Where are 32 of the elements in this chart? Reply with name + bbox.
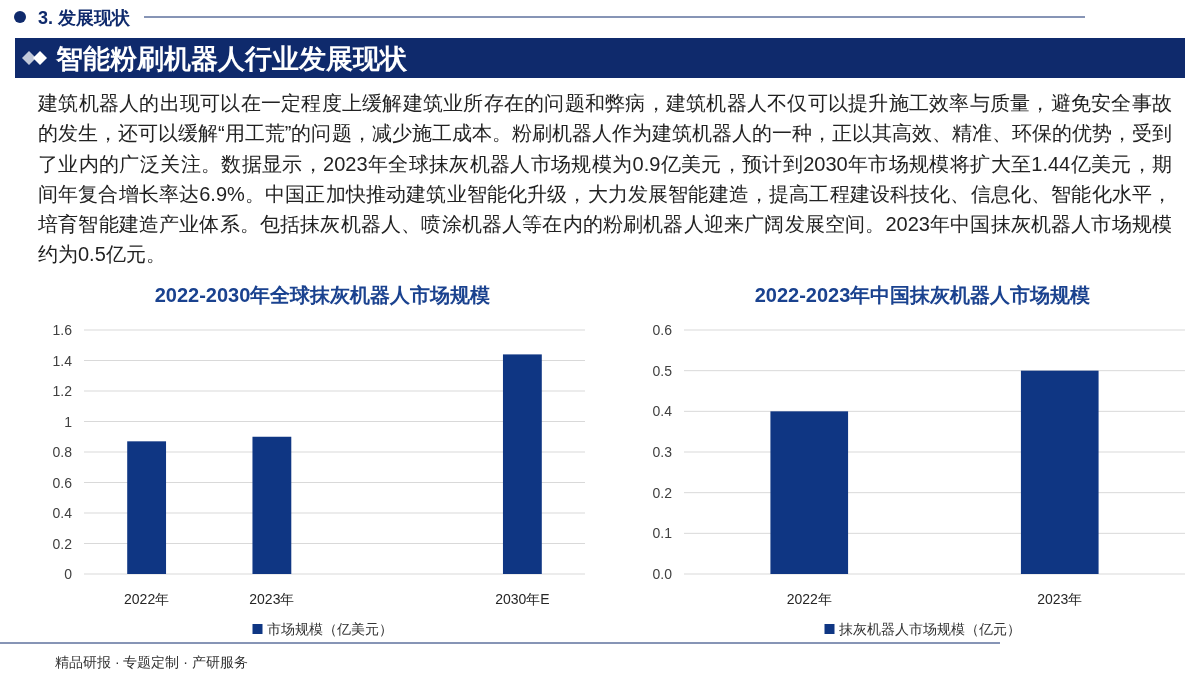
y-tick-label: 1: [64, 413, 73, 430]
y-tick-label: 1.6: [52, 322, 73, 338]
y-tick-label: 0.2: [652, 484, 673, 501]
y-tick-label: 0.1: [652, 525, 673, 542]
y-tick-label: 1.4: [52, 352, 73, 369]
bar: [252, 436, 292, 574]
y-tick-label: 0.6: [652, 322, 673, 338]
y-tick-label: 0.8: [52, 444, 73, 460]
y-tick-label: 0.3: [652, 444, 673, 460]
bar: [127, 441, 167, 574]
legend-label: 市场规模（亿美元）: [266, 621, 393, 637]
y-tick-label: 0.4: [52, 505, 73, 521]
x-tick-label: 2022年: [124, 591, 170, 607]
y-tick-label: 1.2: [52, 383, 73, 399]
bar: [502, 354, 542, 574]
x-tick-label: 2022年: [786, 591, 832, 607]
text: 精品研报 · 专题定制 · 产研服务: [55, 654, 248, 670]
x-tick-label: 2023年: [249, 591, 295, 607]
legend-label: 抹灰机器人市场规模（亿元）: [838, 621, 1021, 637]
chart-title: 2022-2030年全球抹灰机器人市场规模: [154, 284, 491, 306]
y-tick-label: 0.5: [652, 362, 673, 379]
x-tick-label: 2023年: [1037, 591, 1083, 607]
y-tick-label: 0: [64, 566, 73, 582]
y-tick-label: 0.6: [52, 474, 73, 491]
chart-title: 2022-2023年中国抹灰机器人市场规模: [754, 284, 1091, 306]
y-tick-label: 0.4: [652, 403, 673, 420]
x-tick-label: 2030年E: [495, 591, 550, 607]
text: 智能粉刷机器人行业发展现状: [55, 44, 408, 74]
text: 3. 发展现状: [38, 8, 132, 28]
text: 建筑机器人的出现可以在一定程度上缓解建筑业所存在的问题和弊病，建筑机器人不仅可以提升施工效率与质量，避免安全事故的发生，还可以缓解“用工荒”的问题，减少施工成本。粉刷机器人作为建筑机器人的一种，正以其高效、精准、环保的优势，受到了业内的广泛关注。数据显示，2023年全球抹灰机器人市场规模为0.9亿美元，预计到2030年市场规模将扩大至1.44亿美元，期间年复合增长率达6.9%。中国正加快推动建筑业智能化升级，大力发展智能建造，提高工程建设科技化、信息化、智能化水平，培育智能建造产业体系。包括抹灰机器人、喷涂机器人等在内的粉刷机器人迎来广阔发展空间。2023年中国抹灰机器人市场规模约为0.5亿元。: [38, 91, 1172, 268]
y-tick-label: 0.0: [652, 566, 673, 582]
y-tick-label: 0.2: [52, 535, 73, 552]
